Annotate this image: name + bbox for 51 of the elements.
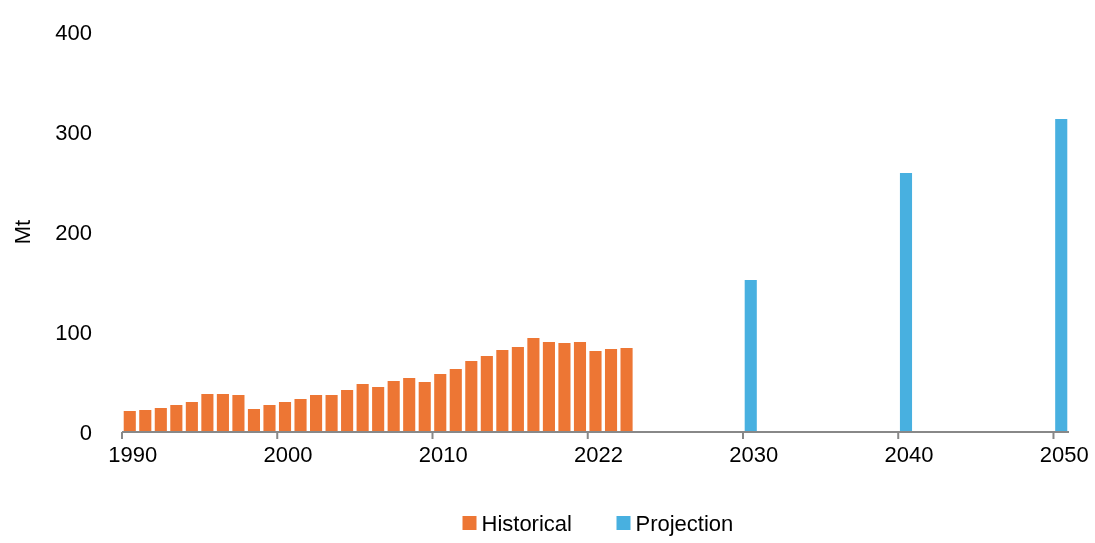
x-tick-label: 2050 <box>1039 442 1089 467</box>
bar <box>480 356 493 432</box>
y-axis-title: Mt <box>10 219 35 245</box>
x-tick-label: 1990 <box>108 442 158 467</box>
bar <box>573 342 587 432</box>
bar <box>139 410 152 432</box>
bar <box>232 395 245 432</box>
bar <box>604 349 618 432</box>
bar <box>263 405 276 432</box>
bar <box>247 409 261 432</box>
y-tick-label: 400 <box>55 20 92 45</box>
bar <box>185 402 198 432</box>
bar <box>511 347 524 432</box>
bar <box>294 399 307 432</box>
bar <box>558 343 571 432</box>
bar <box>589 351 602 432</box>
x-tick-label: 2000 <box>263 442 313 467</box>
bar <box>899 173 913 432</box>
bar <box>403 378 416 432</box>
bar <box>154 408 167 432</box>
bar <box>278 402 292 432</box>
x-tick-label: 2040 <box>884 442 934 467</box>
bar <box>744 280 757 432</box>
y-tick-label: 300 <box>55 120 92 145</box>
x-tick-label: 2030 <box>729 442 779 467</box>
y-tick-label: 100 <box>55 320 92 345</box>
x-tick-label: 2022 <box>574 442 623 467</box>
bar <box>310 395 323 432</box>
bar <box>620 348 633 432</box>
bar <box>201 394 214 432</box>
bar <box>434 374 447 432</box>
bar <box>216 394 229 432</box>
bar <box>123 411 136 432</box>
bar <box>1055 119 1068 432</box>
bar <box>372 387 385 432</box>
bar <box>496 350 509 432</box>
bar <box>542 342 555 432</box>
legend-label: Projection <box>635 511 734 536</box>
bar <box>341 390 354 432</box>
bar <box>356 384 369 432</box>
bar <box>418 382 431 432</box>
y-tick-label: 200 <box>55 220 92 245</box>
legend-label: Historical <box>481 511 572 536</box>
bar <box>170 405 183 432</box>
bar <box>325 395 338 432</box>
bar <box>465 361 478 432</box>
bar <box>449 369 462 432</box>
y-tick-label: 0 <box>79 420 92 445</box>
bar <box>527 338 540 432</box>
bar <box>387 381 400 432</box>
x-tick-label: 2010 <box>418 442 468 467</box>
